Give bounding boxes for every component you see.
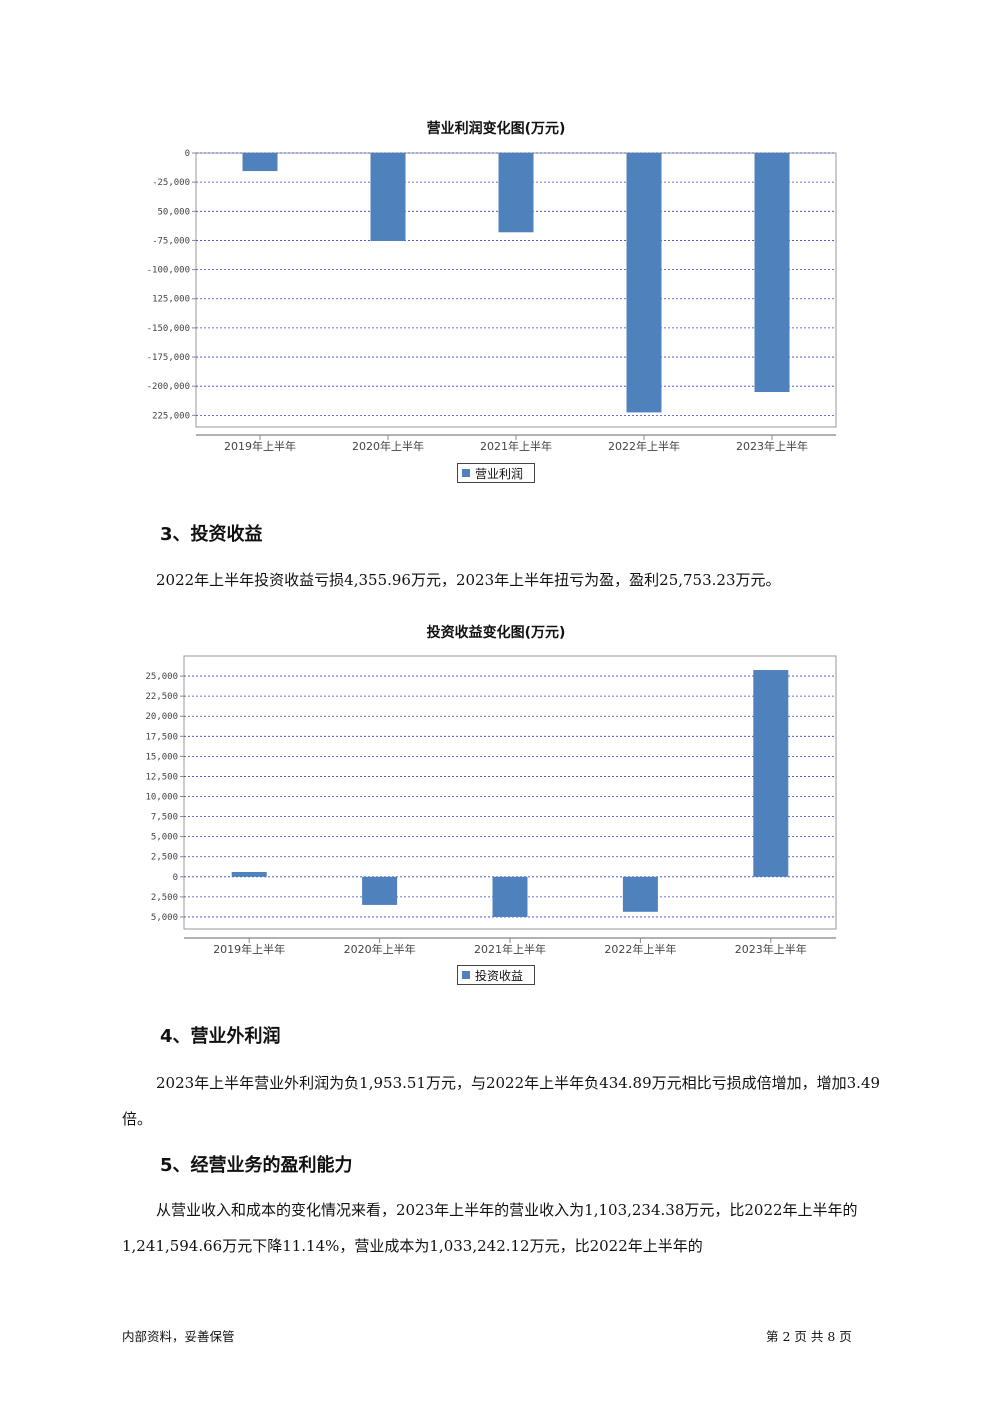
section-3-heading: 3、投资收益 — [160, 524, 263, 545]
bar — [362, 876, 398, 905]
x-tick-label: 2021年上半年 — [474, 942, 546, 956]
x-tick-label: 2019年上半年 — [213, 942, 285, 956]
y-tick-label: 2,500 — [151, 853, 178, 863]
chart-title-investment-income: 投资收益变化图(万元) — [426, 625, 566, 641]
chart1-legend: 营业利润 — [457, 463, 535, 483]
footer-page-number: 第 2 页 共 8 页 — [766, 1329, 852, 1344]
chart2-legend: 投资收益 — [457, 965, 535, 985]
x-tick-label: 2023年上半年 — [735, 942, 807, 956]
y-tick-label: -175,000 — [147, 353, 190, 363]
section-4-heading: 4、营业外利润 — [160, 1026, 281, 1047]
x-tick-label: 2020年上半年 — [352, 439, 424, 453]
legend-swatch-icon — [462, 469, 470, 477]
bar — [753, 670, 789, 877]
y-tick-label: 12,500 — [145, 772, 178, 782]
y-tick-label: -150,000 — [147, 324, 190, 334]
x-tick-label: 2021年上半年 — [480, 439, 552, 453]
footer-confidential-note: 内部资料，妥善保管 — [122, 1329, 235, 1344]
chart-title-operating-profit: 营业利润变化图(万元) — [426, 121, 566, 137]
y-tick-label: 15,000 — [145, 752, 178, 762]
y-tick-label: 0 — [185, 149, 190, 159]
bar — [231, 871, 267, 877]
legend-swatch-icon — [462, 971, 470, 979]
y-tick-label: 22,500 — [145, 692, 178, 702]
y-tick-label: -75,000 — [152, 236, 190, 246]
section-3-text: 2022年上半年投资收益亏损4,355.96万元，2023年上半年扭亏为盈，盈利… — [156, 571, 781, 589]
section-5-heading: 5、经营业务的盈利能力 — [160, 1155, 353, 1176]
y-tick-label: 5,000 — [151, 913, 178, 923]
y-tick-label: 25,000 — [145, 672, 178, 682]
y-tick-label: 125,000 — [152, 295, 190, 305]
x-tick-label: 2020年上半年 — [344, 942, 416, 956]
y-tick-label: -100,000 — [147, 266, 190, 276]
bar — [498, 153, 534, 233]
y-tick-label: 225,000 — [152, 411, 190, 421]
y-tick-label: 17,500 — [145, 732, 178, 742]
plot-area — [183, 655, 837, 930]
x-tick-label: 2022年上半年 — [608, 439, 680, 453]
y-tick-label: 20,000 — [145, 712, 178, 722]
bar — [754, 153, 790, 393]
legend-label: 营业利润 — [475, 466, 524, 481]
operating-profit-chart: 0 -25,000 50,000 -75,000 -100,000 125,000 -150… — [147, 149, 837, 453]
bar — [622, 876, 658, 912]
x-tick-label: 2023年上半年 — [736, 439, 808, 453]
legend-label: 投资收益 — [475, 968, 524, 983]
y-tick-label: 7,500 — [151, 813, 178, 823]
bar — [370, 153, 406, 242]
section-4-text: 2023年上半年营业外利润为负1,953.51万元，与2022年上半年负434.… — [122, 1074, 881, 1128]
y-tick-label: 50,000 — [157, 207, 190, 217]
y-tick-label: 5,000 — [151, 833, 178, 843]
y-tick-label: 10,000 — [145, 793, 178, 803]
bar — [626, 153, 662, 413]
x-tick-label: 2022年上半年 — [604, 942, 676, 956]
y-tick-label: 0 — [173, 873, 178, 883]
section-5-text: 从营业收入和成本的变化情况来看，2023年上半年的营业收入为1,103,234.… — [122, 1201, 858, 1255]
bar — [492, 876, 528, 917]
y-tick-label: -25,000 — [152, 178, 190, 188]
y-tick-label: 2,500 — [151, 893, 178, 903]
y-tick-label: -200,000 — [147, 382, 190, 392]
investment-income-chart: 25,000 22,500 20,000 17,500 15,000 12,500 10,0… — [145, 655, 837, 956]
bar — [242, 153, 278, 172]
x-tick-label: 2019年上半年 — [224, 439, 296, 453]
